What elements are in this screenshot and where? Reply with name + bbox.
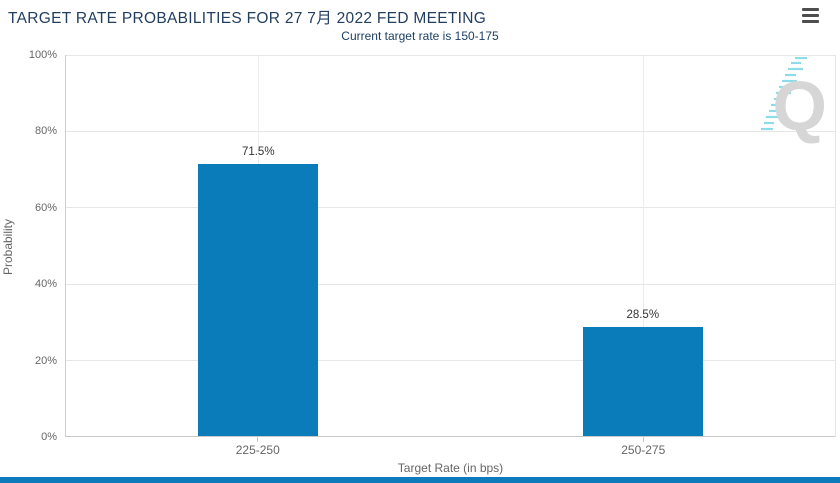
x-tick-label: 225-250 xyxy=(235,443,280,457)
x-tick-label: 250-275 xyxy=(621,443,666,457)
probability-bar[interactable] xyxy=(198,163,319,436)
gridline xyxy=(642,55,644,436)
y-tick-label: 60% xyxy=(34,202,57,214)
probability-bar[interactable] xyxy=(582,327,703,436)
gridline xyxy=(66,55,835,56)
y-tick-label: 20% xyxy=(34,355,57,367)
gridline xyxy=(66,359,835,361)
chart-title: TARGET RATE PROBABILITIES FOR 27 7月 2022… xyxy=(8,10,487,27)
plot-area: 71.5% 28.5% xyxy=(65,55,836,437)
x-tick xyxy=(257,437,258,442)
y-tick-label: 40% xyxy=(34,278,57,290)
menu-bar xyxy=(802,20,819,23)
x-axis-title: Target Rate (in bps) xyxy=(397,461,504,475)
gridline xyxy=(66,207,835,209)
x-tick xyxy=(643,437,644,442)
y-axis-title: Probability xyxy=(1,218,15,276)
x-axis-labels: 225-250 250-275 xyxy=(65,443,836,457)
gridline xyxy=(66,131,835,133)
menu-bar xyxy=(802,14,819,17)
gridline xyxy=(66,283,835,285)
footer-accent-bar xyxy=(0,477,840,483)
y-tick-label: 80% xyxy=(34,125,57,137)
y-tick-label: 0% xyxy=(41,431,57,443)
bar-value-label: 71.5% xyxy=(241,145,275,158)
category-column: 71.5% xyxy=(66,55,451,436)
chart-subtitle: Current target rate is 150-175 xyxy=(341,29,499,43)
hamburger-menu-icon[interactable] xyxy=(802,8,820,23)
menu-bar xyxy=(802,8,819,11)
y-tick-label: 100% xyxy=(28,49,57,61)
bar-value-label: 28.5% xyxy=(626,309,660,322)
category-column: 28.5% xyxy=(451,55,836,436)
